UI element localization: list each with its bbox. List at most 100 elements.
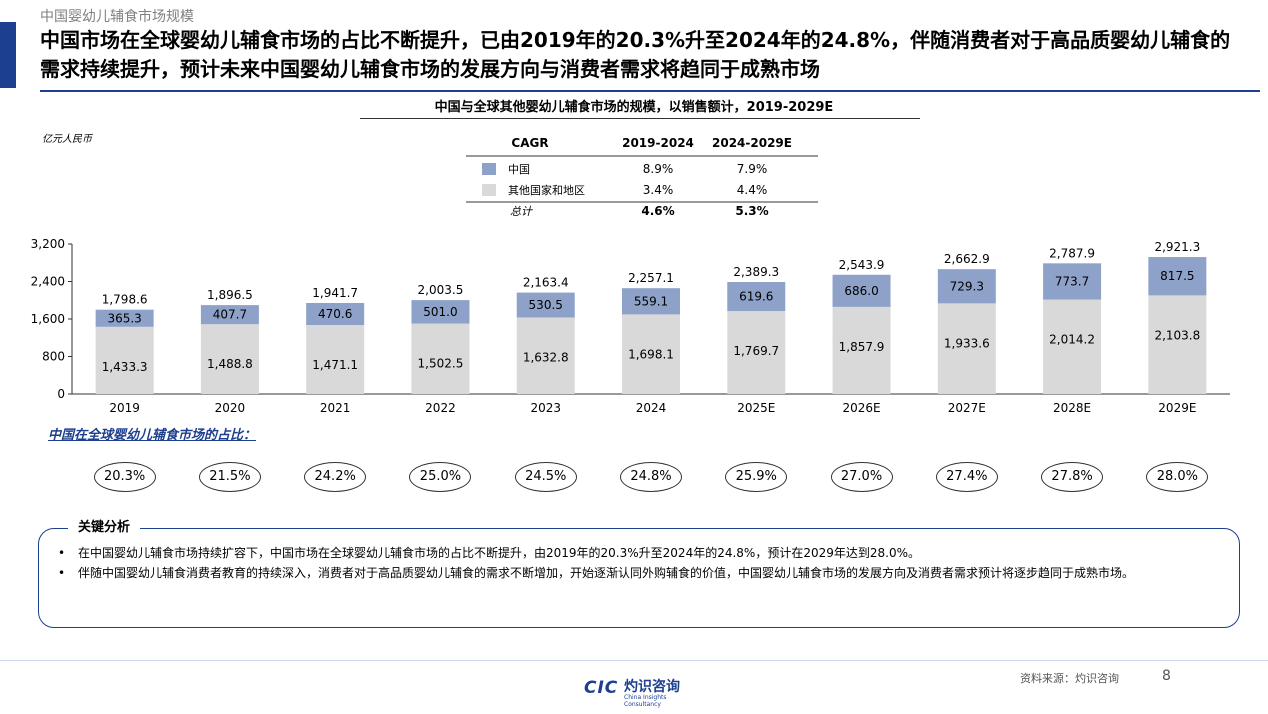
x-tick-label: 2029E (1158, 401, 1196, 415)
y-tick-label: 1,600 (31, 312, 65, 326)
bar-other-regions (306, 325, 365, 394)
bullet-text: 在中国婴幼儿辅食市场持续扩容下，中国市场在全球婴幼儿辅食市场的占比不断提升，由2… (78, 546, 920, 560)
bar-china (832, 274, 891, 307)
y-tick-label: 0 (57, 387, 65, 401)
bar-china (1043, 263, 1102, 300)
share-pill: 21.5% (198, 462, 261, 492)
x-tick-label: 2024 (636, 401, 667, 415)
cagr-value: 3.4% (643, 183, 674, 197)
chart-title: 中国与全球其他婴幼儿辅食市场的规模，以销售额计，2019-2029E (434, 100, 834, 115)
bar-label-china: 501.0 (423, 305, 457, 319)
cagr-header: 2024-2029E (712, 136, 792, 150)
cic-logo: CIC 灼识咨询 China Insights Consultancy (584, 676, 694, 708)
bar-total-label: 2,543.9 (839, 258, 885, 272)
legend-swatch (482, 163, 496, 175)
bullet-dot: • (58, 566, 66, 580)
bar-total-label: 2,787.9 (1049, 246, 1095, 260)
bar-label-other: 1,433.3 (102, 360, 148, 374)
share-pill: 28.0% (1146, 462, 1209, 492)
header-rule (40, 90, 1260, 92)
x-tick-label: 2025E (737, 401, 775, 415)
bar-china (200, 305, 259, 325)
bar-total-label: 2,389.3 (733, 265, 779, 279)
bar-china (95, 309, 154, 327)
cagr-header: CAGR (511, 136, 548, 150)
cagr-value: 5.3% (735, 204, 768, 218)
bar-total-label: 1,896.5 (207, 288, 253, 302)
bar-label-other: 1,857.9 (839, 340, 885, 354)
share-pill: 20.3% (93, 462, 156, 492)
bar-china (411, 300, 470, 324)
title-accent-bar (0, 22, 16, 88)
bar-label-china: 686.0 (844, 284, 878, 298)
share-pill: 27.8% (1041, 462, 1104, 492)
bar-other-regions (937, 303, 996, 394)
cagr-row-label: 中国 (508, 163, 530, 176)
share-pill: 27.0% (830, 462, 893, 492)
bar-label-other: 1,769.7 (733, 344, 779, 358)
unit-label: 亿元人民币 (42, 134, 92, 145)
source-note: 资料来源：灼识咨询 (1020, 672, 1119, 685)
bar-other-regions (1148, 295, 1207, 394)
bar-total-label: 2,662.9 (944, 252, 990, 266)
bar-total-label: 2,003.5 (418, 283, 464, 297)
bar-total-label: 2,163.4 (523, 276, 569, 290)
logo-mark: CIC (584, 678, 619, 698)
bar-label-china: 407.7 (213, 308, 247, 322)
bar-label-other: 1,488.8 (207, 357, 253, 371)
share-pill: 24.8% (620, 462, 682, 492)
bar-label-other: 2,103.8 (1154, 328, 1200, 342)
section-label: 中国婴幼儿辅食市场规模 (40, 9, 194, 25)
x-tick-label: 2022 (425, 401, 456, 415)
bar-label-china: 619.6 (739, 290, 773, 304)
y-tick-label: 2,400 (31, 275, 65, 289)
cagr-value: 8.9% (643, 162, 674, 176)
logo-en: China Insights Consultancy (624, 694, 667, 708)
stacked-bar-chart: CAGR 2019-2024 2024-2029E 中国 8.9% 7.9% 其他国家和地区… (31, 136, 1230, 415)
bar-china (937, 269, 996, 304)
bar-other-regions (411, 323, 470, 394)
cagr-value: 4.4% (737, 183, 768, 197)
bar-label-china: 530.5 (529, 298, 563, 312)
share-pill: 25.0% (409, 462, 472, 492)
cagr-row-label: 其他国家和地区 (508, 183, 585, 197)
bar-china (516, 292, 575, 318)
bar-china (306, 302, 365, 326)
chart-title-rule (360, 118, 920, 119)
bullet-text: 伴随中国婴幼儿辅食消费者教育的持续深入，消费者对于高品质婴幼儿辅食的需求不断增加… (78, 566, 1135, 580)
bar-label-china: 729.3 (950, 279, 984, 293)
bar-total-label: 1,798.6 (102, 293, 148, 307)
x-tick-label: 2027E (948, 401, 986, 415)
logo-cn: 灼识咨询 (624, 679, 680, 695)
x-tick-label: 2023 (530, 401, 561, 415)
bar-total-label: 2,921.3 (1154, 240, 1200, 254)
bar-other-regions (200, 324, 259, 394)
share-title: 中国在全球婴幼儿辅食市场的占比： (48, 428, 257, 443)
page-number: 8 (1162, 668, 1171, 684)
bar-other-regions (516, 317, 575, 394)
bar-label-china: 773.7 (1055, 274, 1089, 288)
bar-label-china: 559.1 (634, 294, 668, 308)
bar-china (1148, 257, 1207, 296)
bar-other-regions (832, 306, 891, 394)
bar-other-regions (1043, 299, 1102, 394)
share-pill: 25.9% (725, 462, 788, 492)
x-tick-label: 2020 (215, 401, 246, 415)
analysis-box (38, 528, 1240, 628)
x-tick-label: 2021 (320, 401, 351, 415)
analysis-title: 关键分析 (68, 516, 141, 535)
bar-label-china: 365.3 (107, 311, 141, 325)
bar-china (622, 288, 680, 315)
footer-rule (0, 660, 1268, 661)
bar-label-other: 2,014.2 (1049, 333, 1095, 347)
x-tick-label: 2019 (109, 401, 140, 415)
cagr-row-label: 总计 (510, 205, 533, 218)
bar-label-china: 817.5 (1160, 269, 1194, 283)
bar-other-regions (622, 314, 680, 394)
y-tick-label: 800 (42, 350, 65, 364)
bar-label-other: 1,632.8 (523, 350, 569, 364)
share-pill: 24.2% (304, 462, 367, 492)
bar-other-regions (727, 311, 786, 394)
cagr-header: 2019-2024 (622, 136, 694, 150)
bar-other-regions (95, 326, 154, 394)
